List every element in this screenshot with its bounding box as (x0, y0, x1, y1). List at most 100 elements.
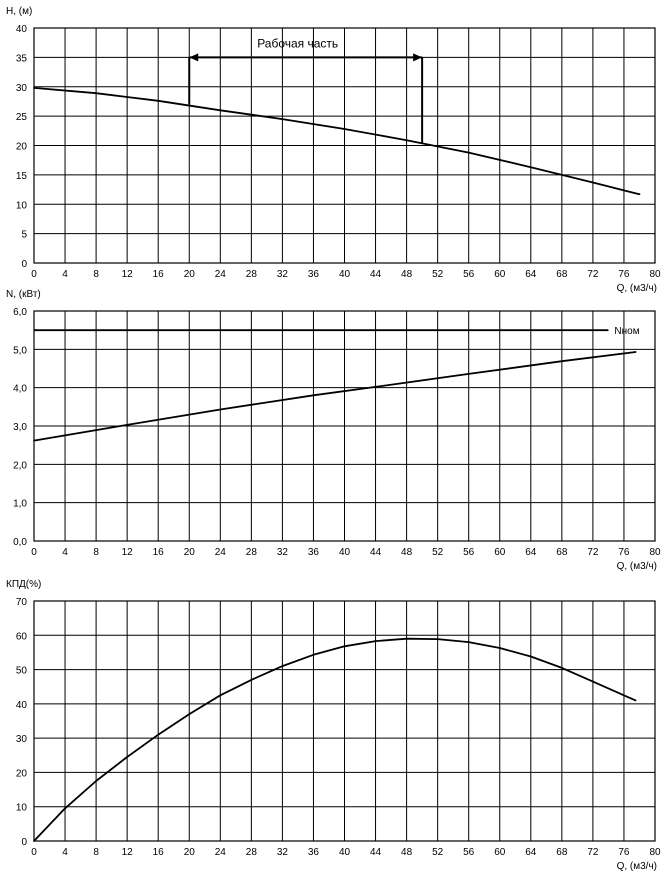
x-tick-label: 48 (401, 847, 413, 858)
x-tick-label: 56 (463, 547, 475, 558)
y-tick-label: 50 (16, 666, 28, 677)
data-point (634, 351, 637, 353)
y-tick-label: 5 (21, 230, 27, 241)
data-point (634, 699, 637, 702)
x-tick-label: 16 (153, 269, 165, 280)
nominal-power-label: Nном (614, 326, 639, 337)
data-point (312, 394, 315, 397)
y-axis-label: N, (кВт) (6, 289, 41, 300)
data-point (219, 408, 222, 411)
y-tick-label: 0 (21, 837, 27, 848)
data-point (219, 694, 222, 697)
x-tick-label: 40 (339, 269, 351, 280)
data-point (343, 645, 346, 648)
data-point (95, 780, 97, 782)
data-point (374, 640, 377, 643)
x-tick-label: 12 (122, 847, 134, 858)
data-point (467, 641, 470, 644)
y-tick-label: 40 (16, 700, 28, 711)
x-tick-label: 80 (649, 847, 661, 858)
data-point (592, 680, 594, 683)
data-point (281, 118, 284, 120)
x-tick-label: 16 (153, 847, 165, 858)
x-axis-label: Q, (м3/ч) (617, 861, 657, 872)
y-tick-label: 30 (16, 83, 28, 94)
x-tick-label: 12 (122, 269, 134, 280)
x-tick-label: 4 (62, 269, 68, 280)
data-point (498, 647, 501, 649)
data-point (467, 372, 470, 375)
x-tick-label: 12 (122, 547, 134, 558)
y-tick-label: 10 (16, 200, 28, 211)
working-range-arrow-right (413, 53, 423, 62)
x-tick-label: 76 (618, 269, 630, 280)
x-tick-label: 76 (618, 847, 630, 858)
data-point (33, 439, 35, 442)
x-tick-label: 60 (494, 547, 506, 558)
x-tick-label: 44 (370, 847, 382, 858)
y-axis-label: КПД(%) (6, 579, 41, 590)
y-tick-label: 30 (16, 734, 28, 745)
x-tick-label: 56 (463, 847, 475, 858)
x-tick-label: 64 (525, 269, 537, 280)
x-tick-label: 68 (556, 269, 568, 280)
y-tick-label: 10 (16, 803, 28, 814)
data-point (405, 637, 408, 640)
x-tick-label: 36 (308, 547, 320, 558)
y-tick-label: 3,0 (13, 422, 27, 433)
chart-panel-1: 0 4 8 12 16 20 24 28 32 36 40 44 48 52 56 60 64 68 72 76 800… (6, 6, 661, 294)
x-tick-label: 4 (62, 547, 68, 558)
y-tick-label: 6,0 (13, 307, 27, 318)
y-axis-label: H, (м) (6, 6, 32, 17)
data-point (250, 678, 253, 681)
x-tick-label: 32 (277, 847, 289, 858)
x-tick-label: 0 (31, 547, 37, 558)
x-tick-label: 32 (277, 547, 289, 558)
x-tick-label: 76 (618, 547, 630, 558)
data-point (157, 733, 160, 736)
plot-frame (33, 310, 656, 542)
plot-frame (33, 600, 656, 842)
x-tick-label: 28 (246, 269, 258, 280)
x-tick-label: 68 (556, 847, 568, 858)
y-tick-label: 60 (16, 631, 28, 642)
plot-frame (33, 27, 656, 264)
x-tick-label: 24 (215, 269, 227, 280)
x-tick-label: 68 (556, 547, 568, 558)
y-tick-label: 20 (16, 768, 28, 779)
x-tick-label: 36 (308, 847, 320, 858)
x-tick-label: 80 (649, 547, 661, 558)
x-tick-label: 72 (587, 547, 599, 558)
data-point (529, 166, 532, 169)
x-tick-label: 20 (184, 547, 196, 558)
y-tick-label: 1,0 (13, 499, 27, 510)
x-tick-label: 52 (432, 547, 444, 558)
y-tick-label: 70 (16, 597, 28, 608)
x-tick-label: 60 (494, 269, 506, 280)
x-tick-label: 64 (525, 847, 537, 858)
data-point (638, 193, 641, 196)
x-tick-label: 0 (31, 847, 37, 858)
data-point (405, 139, 408, 142)
x-tick-label: 60 (494, 847, 506, 858)
x-tick-label: 28 (246, 547, 258, 558)
x-tick-label: 80 (649, 269, 661, 280)
x-tick-label: 20 (184, 269, 196, 280)
x-tick-label: 20 (184, 847, 196, 858)
data-point (374, 386, 377, 388)
data-point (467, 151, 470, 154)
chart-panel-2: 0 4 8 12 16 20 24 28 32 36 40 44 48 52 56 60 64 68 72 76 800… (6, 289, 661, 572)
x-tick-label: 24 (215, 847, 227, 858)
data-point (623, 694, 625, 697)
y-tick-label: 35 (16, 53, 28, 64)
y-tick-label: 5,0 (13, 345, 27, 356)
y-tick-label: 15 (16, 171, 28, 182)
data-point (560, 666, 563, 669)
data-point (64, 807, 66, 810)
data-point (95, 92, 97, 95)
x-tick-label: 32 (277, 269, 289, 280)
x-tick-label: 72 (587, 847, 599, 858)
x-tick-label: 72 (587, 269, 599, 280)
x-tick-label: 52 (432, 847, 444, 858)
